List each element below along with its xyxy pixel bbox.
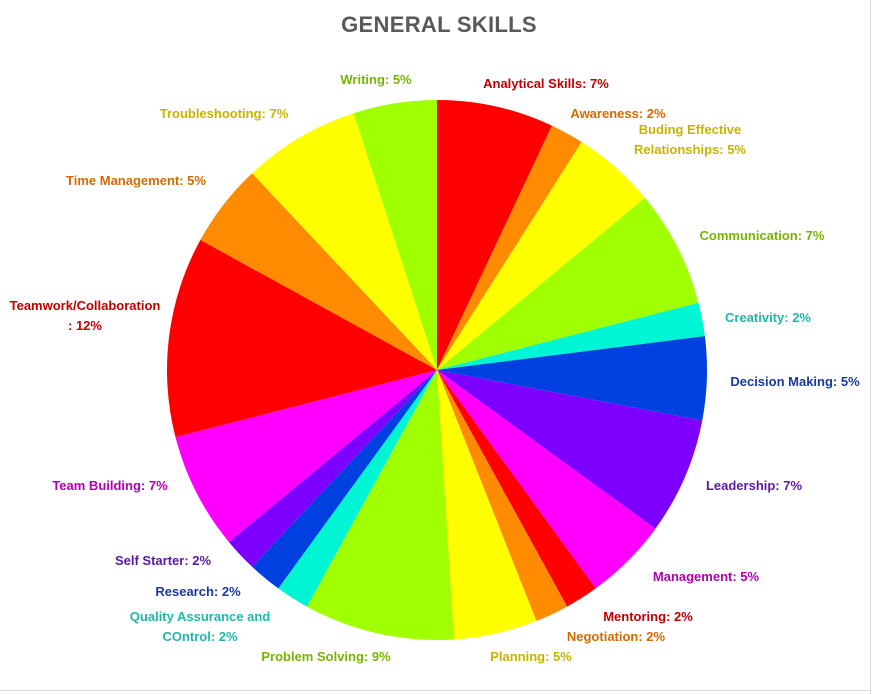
- slice-data-label: Decision Making: 5%: [730, 374, 860, 389]
- slice-data-label: Leadership: 7%: [706, 478, 803, 493]
- slice-data-label: Management: 5%: [653, 569, 760, 584]
- slice-data-label: Team Building: 7%: [52, 478, 168, 493]
- slice-data-label: Writing: 5%: [340, 72, 412, 87]
- pie-slice: [437, 197, 699, 370]
- pie-slice: [175, 370, 438, 543]
- pie-slice: [437, 370, 568, 622]
- slice-data-label: Creativity: 2%: [725, 310, 811, 325]
- pie-slice: [437, 336, 708, 421]
- slice-data-label: Planning: 5%: [490, 649, 572, 664]
- slice-data-label: Teamwork/Collaboration: 12%: [10, 298, 161, 333]
- slice-data-label: Communication: 7%: [700, 228, 825, 243]
- slice-data-label: Time Management: 5%: [66, 173, 206, 188]
- chart-title: GENERAL SKILLS: [341, 12, 537, 37]
- pie-slice: [437, 302, 705, 370]
- pie-slice: [306, 370, 454, 641]
- slice-data-label: Problem Solving: 9%: [261, 649, 391, 664]
- pie-slice: [437, 142, 646, 370]
- pie-slice: [437, 370, 537, 640]
- slice-data-label: Mentoring: 2%: [603, 609, 693, 624]
- slice-data-label: Buding Effective Relationships: 5%: [634, 122, 746, 157]
- pie-slice: [166, 239, 437, 438]
- slice-data-label: Awareness: 2%: [570, 106, 666, 121]
- slice-data-label: Troubleshooting: 7%: [160, 106, 289, 121]
- slice-data-label: Negotiation: 2%: [567, 629, 666, 644]
- pie-slice: [200, 173, 437, 370]
- pie-slice: [228, 370, 437, 567]
- pie-slice: [437, 125, 582, 370]
- pie-slice: [437, 370, 703, 529]
- chart-border-bottom: [0, 690, 871, 691]
- pie-slice: [252, 113, 437, 371]
- pie-slice: [252, 370, 437, 589]
- slice-data-label: Self Starter: 2%: [115, 553, 212, 568]
- pie-slice: [278, 370, 437, 607]
- slice-data-label: Research: 2%: [155, 584, 241, 599]
- pie-slice: [437, 370, 596, 607]
- pie-slice: [437, 100, 552, 370]
- slice-data-label: Quality Assurance and COntrol: 2%: [130, 609, 270, 644]
- chart-border-right: [870, 0, 871, 694]
- slice-data-label: Analytical Skills: 7%: [483, 76, 609, 91]
- pie-slice: [353, 99, 437, 370]
- pie-slice: [437, 370, 656, 589]
